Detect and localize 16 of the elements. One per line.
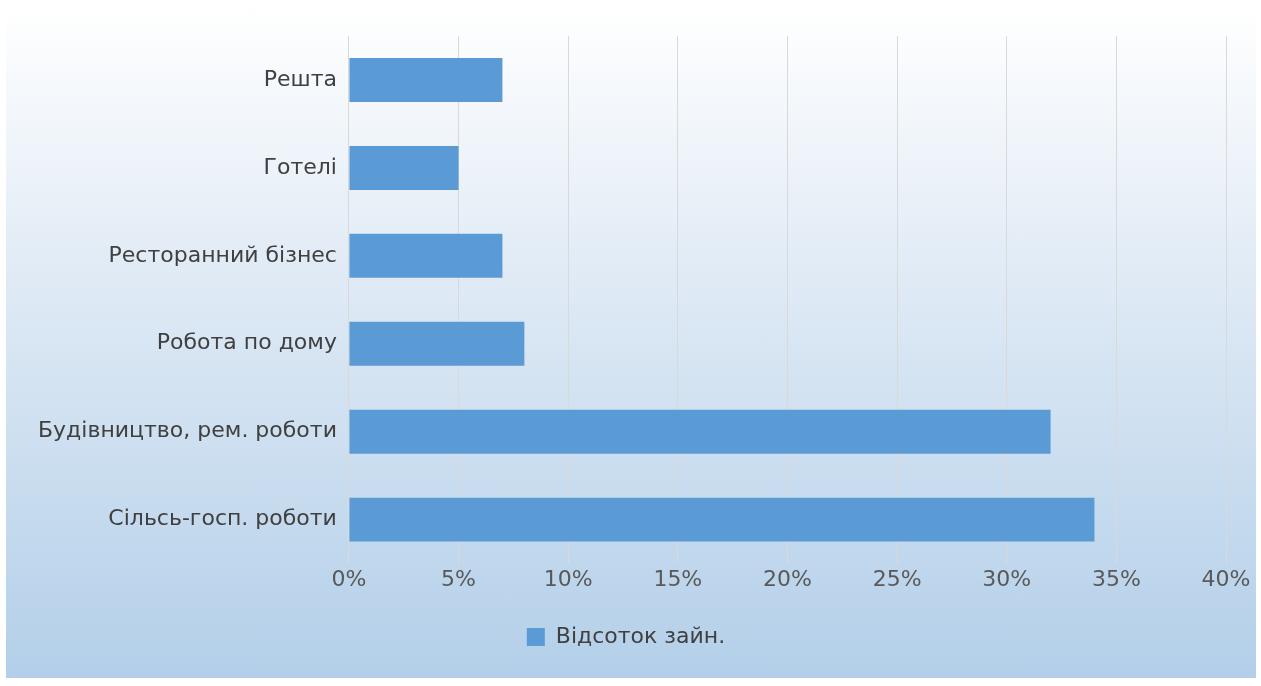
y-tick-label: Робота по дому [156, 329, 337, 355]
x-tick-label: 25% [872, 565, 922, 591]
x-tick-label: 15% [653, 565, 703, 591]
y-tick-label: Готелі [263, 153, 337, 179]
x-tick-label: 0% [331, 565, 367, 591]
x-tick-label: 40% [1201, 565, 1251, 591]
x-tick-label: 35% [1091, 565, 1141, 591]
x-tick-label: 5% [441, 565, 477, 591]
x-tick-label: 10% [543, 565, 593, 591]
y-tick-label: Будівництво, рем. роботи [38, 417, 337, 443]
x-tick-label: 30% [982, 565, 1032, 591]
y-tick-label: Сільсь-госп. роботи [108, 505, 337, 531]
x-tick-label: 20% [763, 565, 812, 591]
y-tick-label: Ресторанний бізнес [108, 241, 337, 267]
legend-label: Відсоток зайн. [555, 622, 726, 648]
y-tick-label: Решта [263, 65, 337, 91]
